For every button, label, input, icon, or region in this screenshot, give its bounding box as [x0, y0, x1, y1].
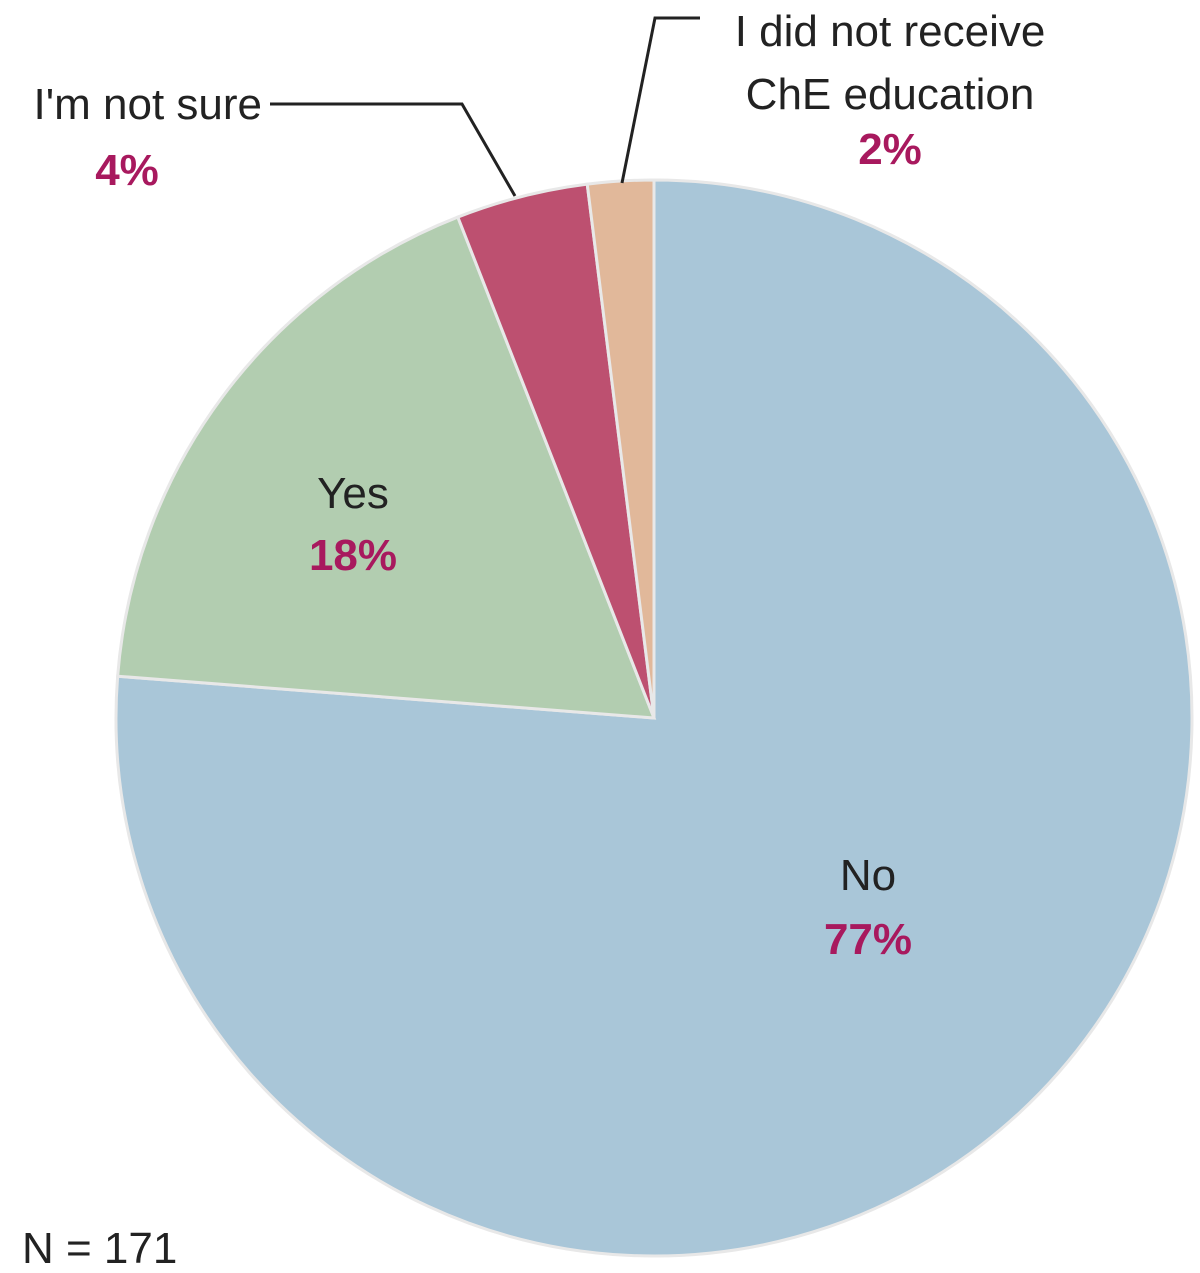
leader-line [270, 102, 517, 197]
pie-slice [585, 178, 656, 719]
slice-label: Yes [317, 469, 389, 518]
note: N = 171 [22, 1224, 178, 1273]
slice-label: No [839, 851, 897, 900]
value-label: 4% [95, 146, 159, 195]
value-label: 2% [858, 125, 922, 174]
value-label: 77% [823, 915, 913, 964]
slice-label: I did not receive ChE education [734, 7, 1046, 119]
pie-slice [116, 215, 657, 720]
slice-label: I'm not sure [33, 80, 263, 129]
leader-line [620, 16, 700, 184]
value-label: 18% [308, 531, 398, 580]
